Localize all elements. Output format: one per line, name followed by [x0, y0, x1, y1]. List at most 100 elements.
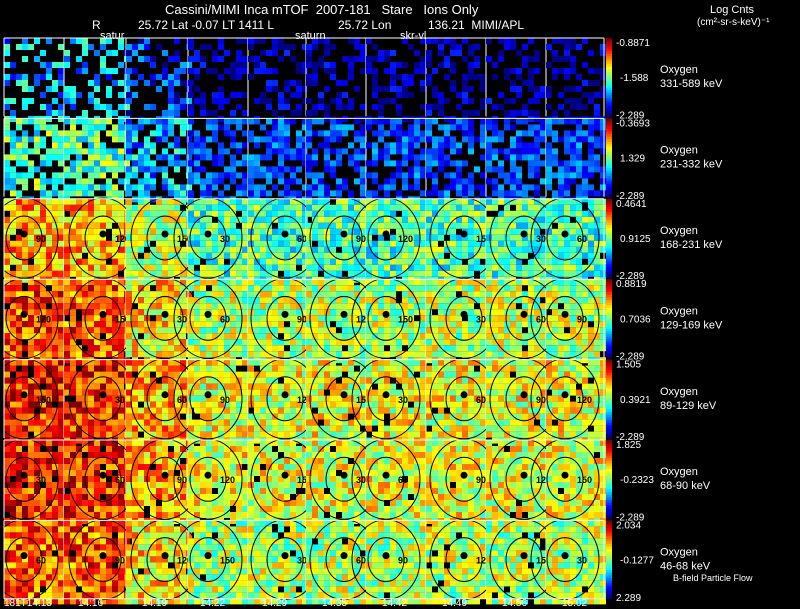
contour-label: 150	[577, 475, 592, 485]
colorbar-segment	[606, 396, 612, 400]
colorbar-segment	[606, 38, 612, 42]
colorbar-segment	[606, 520, 612, 524]
colorbar-segment	[606, 134, 612, 138]
colorbar-segment	[606, 359, 612, 363]
x-tick-label: 14:19	[142, 598, 167, 609]
colorbar-segment	[606, 105, 612, 110]
colorbar-segment	[606, 253, 612, 257]
colorbar-segment	[606, 377, 612, 382]
contour-label: 30	[398, 395, 408, 405]
colorbar-segment	[606, 398, 612, 402]
chart-title: Cassini/MIMI Inca mTOF 2007-181 Stare Io…	[165, 2, 479, 17]
colorbar-segment	[606, 375, 612, 379]
colorbar-segment	[606, 297, 612, 301]
colorbar-segment	[606, 473, 612, 478]
colorbar-segment	[606, 126, 612, 130]
colorbar-segment	[606, 515, 612, 519]
flow-label: B-field Particle Flow	[673, 573, 753, 583]
colorbar-segment	[606, 494, 612, 498]
colorbar-segment	[606, 95, 612, 99]
colorbar-segment	[606, 113, 612, 117]
colorbar-segment	[606, 596, 612, 600]
contour-label: 150	[297, 475, 312, 485]
colorbar-min-label: -2.289	[616, 191, 645, 202]
colorbar-segment	[606, 232, 612, 236]
colorbar-segment	[606, 328, 612, 332]
colorbar-segment	[606, 549, 612, 553]
colorbar-max-label: 1.505	[616, 360, 641, 371]
colorbar-segment	[606, 160, 612, 164]
colorbar-segment	[606, 525, 612, 529]
contour-label: 60	[398, 475, 408, 485]
colorbar-segment	[606, 479, 612, 483]
colorbar-segment	[606, 562, 612, 566]
colorbar-segment	[606, 510, 612, 514]
colorbar-segment	[606, 364, 612, 368]
colorbar-segment	[606, 284, 612, 288]
lon-readout: 25.72 Lon	[338, 18, 392, 32]
contour-label: 90	[220, 395, 230, 405]
colorbar-segment	[606, 48, 612, 52]
colorbar-segment	[606, 352, 612, 356]
colorbar-segment	[606, 419, 612, 423]
colorbar-segment	[606, 455, 612, 459]
colorbar-segment	[606, 507, 612, 512]
colorbar-segment	[606, 588, 612, 592]
colorbar-segment	[606, 567, 612, 571]
colorbar-segment	[606, 58, 612, 63]
colorbar-segment	[606, 577, 612, 582]
colorbar-mid-label: -1.588	[620, 73, 649, 84]
contour-label: 60	[297, 234, 307, 244]
contour-label: 120	[36, 314, 51, 324]
colorbar-mid-label: -0.1277	[620, 556, 654, 567]
colorbar-max-label: 0.4641	[616, 199, 647, 210]
colorbar-segment	[606, 401, 612, 405]
colorbar-segment	[606, 269, 612, 273]
colorbar-segment	[606, 103, 612, 107]
marker-saturn: saturn	[295, 30, 326, 42]
colorbar-segment	[606, 79, 612, 83]
colorbar-segment	[606, 162, 612, 166]
colorbar-segment	[606, 194, 612, 198]
contour-label: 150	[220, 556, 235, 566]
colorbar-segment	[606, 224, 612, 229]
colorbar-segment	[606, 287, 612, 291]
colorbar-segment	[606, 141, 612, 146]
contour-label: 90	[476, 475, 486, 485]
colorbar-segment	[606, 466, 612, 470]
colorbar-title: Log Cnts	[710, 4, 755, 16]
colorbar-segment	[606, 292, 612, 296]
colorbar-segment	[606, 336, 612, 340]
colorbar-segment	[606, 136, 612, 140]
contour-label: 150	[115, 314, 130, 324]
colorbar-segment	[606, 211, 612, 215]
colorbar-segment	[606, 100, 612, 104]
colorbar-segment	[606, 513, 612, 517]
colorbar-segment	[606, 318, 612, 322]
colorbar-segment	[606, 354, 612, 359]
contour-label: 90	[36, 234, 46, 244]
colorbar-segment	[606, 404, 612, 408]
colorbar-segment	[606, 362, 612, 366]
colorbar-segment	[606, 370, 612, 374]
colorbar-segment	[606, 74, 612, 78]
colorbar-segment	[606, 56, 612, 60]
contour-label: 120	[476, 556, 491, 566]
contour-label: 60	[36, 556, 46, 566]
colorbar-segment	[606, 128, 612, 132]
energy-label: 231-332 keV	[660, 159, 723, 171]
contour-label: 30	[220, 234, 230, 244]
contour-label: 30	[115, 395, 125, 405]
colorbar-segment	[606, 258, 612, 263]
contour-label: 150	[398, 314, 413, 324]
colorbar-segment	[606, 554, 612, 558]
colorbar-segment	[606, 339, 612, 343]
colorbar-segment	[606, 321, 612, 325]
x-tick-label: 14:22	[200, 598, 225, 609]
colorbar-segment	[606, 198, 612, 202]
colorbar-segment	[606, 460, 612, 465]
colorbar-segment	[606, 500, 612, 504]
colorbar-segment	[606, 585, 612, 589]
colorbar-segment	[606, 450, 612, 454]
colorbar-segment	[606, 341, 612, 346]
